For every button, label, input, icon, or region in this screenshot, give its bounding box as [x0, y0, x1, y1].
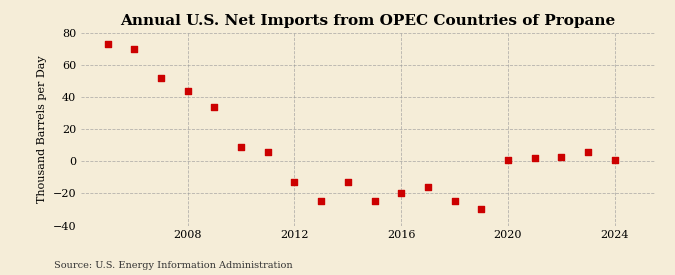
Point — [503, 158, 514, 162]
Point — [423, 185, 433, 189]
Point — [396, 191, 406, 196]
Point — [289, 180, 300, 184]
Point — [449, 199, 460, 204]
Y-axis label: Thousand Barrels per Day: Thousand Barrels per Day — [37, 56, 47, 203]
Point — [369, 199, 380, 204]
Point — [342, 180, 353, 184]
Point — [182, 89, 193, 93]
Point — [556, 154, 567, 159]
Point — [529, 156, 540, 160]
Point — [103, 42, 113, 46]
Point — [316, 199, 327, 204]
Point — [263, 150, 273, 154]
Point — [209, 104, 220, 109]
Point — [236, 145, 246, 149]
Text: Source: U.S. Energy Information Administration: Source: U.S. Energy Information Administ… — [54, 260, 293, 270]
Title: Annual U.S. Net Imports from OPEC Countries of Propane: Annual U.S. Net Imports from OPEC Countr… — [120, 14, 616, 28]
Point — [583, 150, 593, 154]
Point — [156, 76, 167, 80]
Point — [129, 47, 140, 51]
Point — [476, 207, 487, 212]
Point — [610, 158, 620, 162]
